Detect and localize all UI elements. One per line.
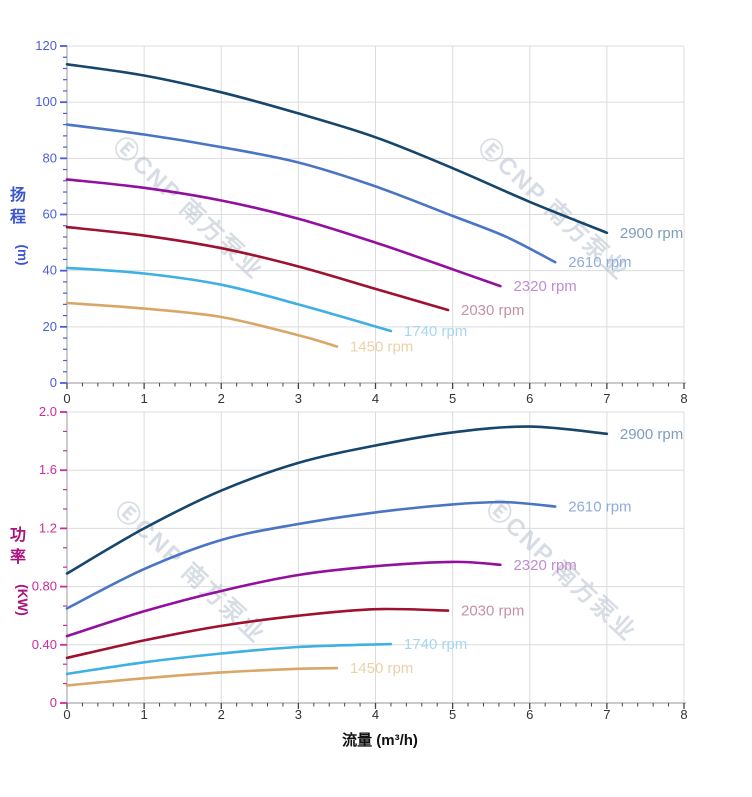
x-tick-label: 5 — [449, 707, 456, 722]
series-label-2030-rpm: 2030 rpm — [461, 603, 524, 620]
series-label-1740-rpm: 1740 rpm — [404, 636, 467, 653]
y-tick-label: 100 — [35, 94, 57, 109]
y-tick-label: 120 — [35, 38, 57, 53]
x-tick-label: 4 — [372, 391, 379, 406]
y-axis-title-char: 程 — [10, 208, 26, 226]
series-label-2610-rpm: 2610 rpm — [568, 254, 631, 271]
series-label-1740-rpm: 1740 rpm — [404, 323, 467, 340]
x-tick-label: 1 — [141, 391, 148, 406]
curve-1450-rpm — [65, 666, 339, 687]
x-tick-label: 3 — [295, 391, 302, 406]
x-tick-label: 8 — [680, 707, 687, 722]
y-axis-title-unit: (m) — [15, 245, 30, 266]
y-tick-label: 1.2 — [39, 520, 57, 535]
y-tick-label: 0 — [50, 695, 57, 710]
curve-1450-rpm — [65, 301, 339, 348]
y-axis-title-char: 功 — [10, 526, 26, 544]
x-tick-label: 8 — [680, 391, 687, 406]
x-tick-label: 7 — [603, 391, 610, 406]
y-tick-label: 40 — [43, 263, 57, 278]
curve-1740-rpm — [65, 642, 393, 676]
x-tick-label: 2 — [218, 707, 225, 722]
curve-2320-rpm — [65, 560, 502, 638]
y-tick-label: 1.6 — [39, 462, 57, 477]
brand-watermark: ⒺCNP 南方泵业 — [108, 131, 270, 284]
curve-2320-rpm — [65, 178, 502, 288]
series-label-2320-rpm: 2320 rpm — [513, 557, 576, 574]
curve-2900-rpm — [65, 425, 609, 575]
y-tick-label: 0 — [50, 375, 57, 390]
brand-watermark: ⒺCNP 南方泵业 — [110, 495, 272, 648]
curve-layer: 2900 rpm 2610 rpm 2320 rpm 2030 rpm 1740 rpm… — [65, 63, 683, 687]
y-tick-label: 20 — [43, 319, 57, 334]
series-label-2900-rpm: 2900 rpm — [620, 225, 683, 242]
y-axis-title-char: 扬 — [10, 185, 26, 204]
curve-2030-rpm — [65, 225, 450, 312]
x-tick-label: 4 — [372, 707, 379, 722]
y-tick-label: 2.0 — [39, 404, 57, 419]
curve-2030-rpm — [65, 607, 450, 660]
x-tick-label: 0 — [63, 707, 70, 722]
x-tick-label: 2 — [218, 391, 225, 406]
series-label-2030-rpm: 2030 rpm — [461, 302, 524, 319]
y-tick-label: 0.40 — [32, 637, 57, 652]
y-tick-label: 60 — [43, 207, 57, 222]
series-label-1450-rpm: 1450 rpm — [350, 338, 413, 355]
x-axis-title: 流量 (m³/h) — [342, 731, 418, 749]
y-axis-title-unit: (KW) — [15, 584, 30, 615]
x-tick-label: 1 — [141, 707, 148, 722]
y-tick-label: 80 — [43, 150, 57, 165]
series-label-1450-rpm: 1450 rpm — [350, 660, 413, 677]
x-tick-label: 3 — [295, 707, 302, 722]
y-tick-label: 0.80 — [32, 579, 57, 594]
x-tick-label: 6 — [526, 391, 533, 406]
x-tick-label: 7 — [603, 707, 610, 722]
series-label-2900-rpm: 2900 rpm — [620, 426, 683, 443]
curve-2610-rpm — [65, 500, 557, 610]
curve-2610-rpm — [65, 123, 557, 264]
y-axis-title-char: 率 — [10, 547, 26, 566]
x-tick-label: 5 — [449, 391, 456, 406]
series-label-2610-rpm: 2610 rpm — [568, 499, 631, 516]
curve-1740-rpm — [65, 266, 393, 333]
x-tick-label: 0 — [63, 391, 70, 406]
grid-layer — [67, 45, 685, 703]
series-label-2320-rpm: 2320 rpm — [513, 278, 576, 295]
curve-2900-rpm — [65, 63, 609, 235]
x-tick-label: 6 — [526, 707, 533, 722]
